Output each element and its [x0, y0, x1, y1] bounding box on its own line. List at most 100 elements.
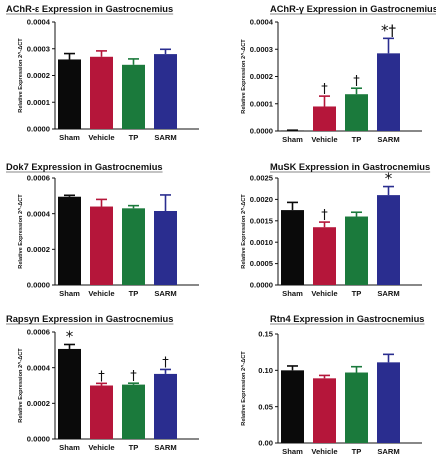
x-tick-label: Sham — [59, 289, 80, 298]
x-tick-label: Vehicle — [88, 443, 114, 452]
y-axis-label: Relative Expression 2^-ΔCT — [18, 38, 24, 113]
bar-vehicle — [313, 106, 336, 131]
bar-tp — [345, 372, 368, 443]
bar-tp — [122, 384, 145, 439]
chart-panel-6: Rtn4 Expression in Gastrocnemius Relative… — [241, 314, 425, 456]
bar-vehicle — [90, 206, 113, 285]
panel-title: Rtn4 Expression in Gastrocnemius — [270, 314, 424, 324]
x-tick-label: TP — [352, 447, 362, 456]
chart-panel-2: AChR-γ Expression in Gastrocnemius Relati… — [241, 4, 436, 144]
bar-vehicle — [313, 378, 336, 443]
x-tick-label: SARM — [377, 135, 399, 144]
y-tick-label: 0.0015 — [250, 216, 274, 225]
y-tick-label: 0.0003 — [250, 45, 273, 54]
x-tick-label: SARM — [154, 289, 176, 298]
significance-marker: † — [98, 369, 105, 384]
x-tick-label: Sham — [282, 135, 303, 144]
x-tick-label: Sham — [59, 443, 80, 452]
bar-sham — [281, 210, 304, 285]
y-tick-label: 0.0002 — [27, 71, 50, 80]
y-tick-label: 0.0005 — [250, 259, 274, 268]
x-tick-label: SARM — [154, 133, 176, 142]
y-tick-label: 0.0000 — [27, 435, 50, 444]
y-tick-label: 0.0002 — [27, 399, 50, 408]
bar-sarm — [377, 362, 400, 443]
x-tick-label: Sham — [59, 133, 80, 142]
y-tick-label: 0.0000 — [27, 125, 50, 134]
x-tick-label: SARM — [377, 447, 399, 456]
bar-tp — [345, 94, 368, 131]
x-tick-label: Vehicle — [311, 135, 337, 144]
y-tick-label: 0.0001 — [27, 98, 51, 107]
significance-marker: † — [353, 74, 360, 89]
panel-title: MuSK Expression in Gastrocnemius — [270, 162, 430, 172]
bar-tp — [122, 64, 145, 129]
y-tick-label: 0.15 — [258, 330, 274, 339]
y-tick-label: 0.0004 — [27, 18, 51, 27]
chart-panel-3: Dok7 Expression in Gastrocnemius Relative… — [6, 162, 199, 298]
significance-marker: * — [66, 327, 74, 345]
y-axis-label: Relative Expression 2^-ΔCT — [18, 348, 24, 423]
y-axis-label: Relative Expression 2^-ΔCT — [18, 194, 24, 269]
significance-marker: † — [130, 369, 137, 384]
y-tick-label: 0.10 — [258, 366, 273, 375]
y-tick-label: 0.0000 — [250, 127, 273, 136]
x-tick-label: SARM — [154, 443, 176, 452]
bar-sham — [58, 59, 81, 130]
bar-vehicle — [313, 227, 336, 285]
y-tick-label: 0.0000 — [27, 281, 50, 290]
significance-marker: † — [321, 82, 328, 97]
bar-vehicle — [90, 385, 113, 439]
x-tick-label: TP — [129, 289, 139, 298]
y-tick-label: 0.0004 — [250, 18, 274, 27]
panel-title: AChR-ε Expression in Gastrocnemius — [6, 4, 173, 14]
chart-panel-1: AChR-ε Expression in Gastrocnemius Relati… — [6, 4, 199, 142]
bar-sham — [281, 370, 304, 443]
panel-title: Dok7 Expression in Gastrocnemius — [6, 162, 163, 172]
y-tick-label: 0.0002 — [27, 245, 50, 254]
bar-sarm — [154, 373, 177, 439]
y-tick-label: 0.0001 — [250, 99, 274, 108]
y-tick-label: 0.0025 — [250, 174, 274, 183]
y-tick-label: 0.0020 — [250, 195, 273, 204]
y-tick-label: 0.0010 — [250, 238, 273, 247]
bar-sarm — [154, 54, 177, 129]
y-tick-label: 0.05 — [258, 402, 274, 411]
x-tick-label: SARM — [377, 289, 399, 298]
x-tick-label: Vehicle — [88, 133, 114, 142]
x-tick-label: Vehicle — [311, 447, 337, 456]
bar-tp — [122, 208, 145, 285]
x-tick-label: TP — [352, 135, 362, 144]
x-tick-label: TP — [129, 133, 139, 142]
bar-sarm — [154, 210, 177, 285]
bar-sarm — [377, 195, 400, 285]
x-tick-label: TP — [129, 443, 139, 452]
y-tick-label: 0.0006 — [27, 174, 50, 183]
bar-tp — [345, 216, 368, 285]
chart-panel-4: MuSK Expression in Gastrocnemius Relative… — [241, 162, 431, 298]
x-tick-label: Sham — [282, 289, 303, 298]
x-tick-label: Vehicle — [311, 289, 337, 298]
y-tick-label: 0.0003 — [27, 44, 50, 53]
y-axis-label: Relative Expression 2^-ΔCT — [241, 351, 247, 426]
x-tick-label: TP — [352, 289, 362, 298]
significance-marker: † — [162, 355, 169, 370]
x-tick-label: Vehicle — [88, 289, 114, 298]
y-tick-label: 0.0002 — [250, 72, 273, 81]
bar-sham — [58, 348, 81, 439]
y-tick-label: 0.0004 — [27, 363, 51, 372]
panel-title: Rapsyn Expression in Gastrocnemius — [6, 314, 173, 324]
panel-title: AChR-γ Expression in Gastrocnemius — [270, 4, 436, 14]
bar-vehicle — [90, 56, 113, 129]
y-axis-label: Relative Expression 2^-ΔCT — [241, 194, 247, 269]
y-tick-label: 0.0000 — [250, 281, 273, 290]
significance-marker: *† — [381, 21, 397, 39]
significance-marker: † — [321, 208, 328, 223]
bar-sham — [281, 130, 304, 132]
y-tick-label: 0.00 — [258, 439, 273, 448]
significance-marker: * — [385, 170, 393, 188]
x-tick-label: Sham — [282, 447, 303, 456]
bar-sham — [58, 196, 81, 285]
chart-panel-5: Rapsyn Expression in Gastrocnemius Relati… — [6, 314, 199, 452]
y-tick-label: 0.0006 — [27, 328, 50, 337]
